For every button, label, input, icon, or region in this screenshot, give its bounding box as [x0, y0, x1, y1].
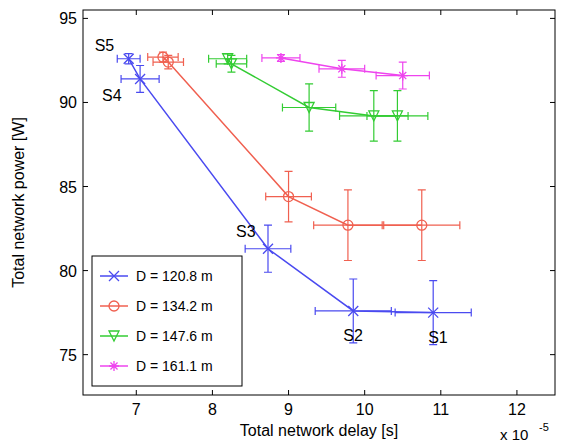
y-tick-label: 85 — [59, 179, 77, 196]
y-tick — [83, 186, 88, 187]
x-error-bar — [367, 112, 428, 120]
plot-area — [83, 10, 555, 395]
y-axis-label: Total network power [W] — [10, 117, 27, 288]
legend-line — [100, 335, 128, 337]
x-tick — [136, 390, 137, 395]
y-tick — [83, 18, 88, 19]
y-tick — [550, 18, 555, 19]
y-tick-label: 90 — [59, 94, 77, 111]
x-error-bar — [153, 58, 183, 66]
x-tick — [212, 10, 213, 15]
annotation: S1 — [428, 329, 448, 346]
point — [135, 74, 145, 84]
x-tick — [212, 390, 213, 395]
x-tick-label: 10 — [356, 401, 374, 418]
point — [417, 220, 427, 230]
point — [276, 53, 286, 63]
point — [124, 54, 134, 64]
x-tick-label: 9 — [284, 401, 293, 418]
series-line — [228, 59, 398, 116]
legend-label: D = 147.6 m — [136, 328, 213, 344]
y-error-bar — [338, 60, 346, 77]
legend-label: D = 161.1 m — [136, 358, 213, 374]
x-error-bar — [262, 54, 300, 62]
point — [392, 111, 402, 121]
annotation: S5 — [95, 37, 115, 54]
legend-marker — [109, 301, 119, 311]
point — [226, 59, 236, 69]
legend-label: D = 134.2 m — [136, 298, 213, 314]
x-error-bar — [117, 55, 140, 63]
legend-marker — [109, 331, 119, 341]
y-tick — [83, 270, 88, 271]
legend-marker — [109, 271, 119, 281]
x-error-bar — [266, 193, 312, 201]
legend-line — [100, 305, 128, 307]
y-tick — [550, 102, 555, 103]
legend-label: D = 120.8 m — [136, 268, 213, 284]
annotation: S4 — [102, 87, 122, 104]
x-tick — [136, 10, 137, 15]
x-error-bar — [395, 309, 471, 317]
x-error-bar — [315, 307, 391, 315]
y-tick-label: 75 — [59, 347, 77, 364]
y-tick — [550, 270, 555, 271]
y-tick — [550, 354, 555, 355]
x-tick — [364, 10, 365, 15]
legend-box — [92, 256, 242, 386]
x-tick — [440, 390, 441, 395]
y-tick — [83, 354, 88, 355]
x-error-bar — [245, 245, 291, 253]
series — [209, 54, 428, 141]
point — [304, 103, 314, 113]
x-error-bar — [319, 65, 365, 73]
point — [348, 306, 358, 316]
x-tick — [516, 10, 517, 15]
x-tick — [288, 10, 289, 15]
x-tick — [516, 390, 517, 395]
point — [398, 71, 408, 81]
point — [343, 220, 353, 230]
plot-group — [117, 52, 471, 345]
series — [117, 54, 471, 345]
x-error-bar — [376, 72, 429, 80]
y-tick-label: 80 — [59, 263, 77, 280]
point — [428, 308, 438, 318]
x-tick — [288, 390, 289, 395]
series-line — [129, 59, 434, 313]
series-line — [163, 57, 422, 225]
series — [148, 52, 460, 260]
x-multiplier-exponent: -5 — [539, 421, 549, 433]
y-tick — [83, 102, 88, 103]
x-tick — [364, 390, 365, 395]
point — [263, 244, 273, 254]
annotation: S2 — [343, 327, 363, 344]
x-error-bar — [148, 53, 178, 61]
plot-frame — [83, 10, 555, 395]
point — [163, 57, 173, 67]
x-error-bar — [282, 104, 335, 112]
annotation: S3 — [236, 223, 256, 240]
legend-marker — [109, 361, 119, 371]
series — [262, 53, 429, 89]
x-tick-label: 12 — [508, 401, 526, 418]
x-error-bar — [216, 60, 246, 68]
point — [284, 192, 294, 202]
legend: D = 120.8 m D = 134.2 m D = 147.6 m D = 161… — [92, 256, 242, 386]
y-tick — [550, 186, 555, 187]
y-error-bar — [399, 62, 407, 89]
chart: 7 8 9 10 11 12 75 80 85 90 95 Total network delay [… — [0, 0, 571, 446]
x-tick-label: 7 — [132, 401, 141, 418]
x-tick-label: 11 — [433, 401, 450, 418]
x-error-bar — [314, 221, 383, 229]
x-tick-label: 8 — [208, 401, 217, 418]
x-error-bar — [384, 221, 460, 229]
x-tick — [440, 10, 441, 15]
y-tick-label: 95 — [59, 10, 77, 27]
x-error-bar — [121, 75, 159, 83]
x-multiplier: x 10 — [500, 426, 528, 443]
point — [337, 64, 347, 74]
x-axis-label: Total network delay [s] — [240, 422, 398, 439]
